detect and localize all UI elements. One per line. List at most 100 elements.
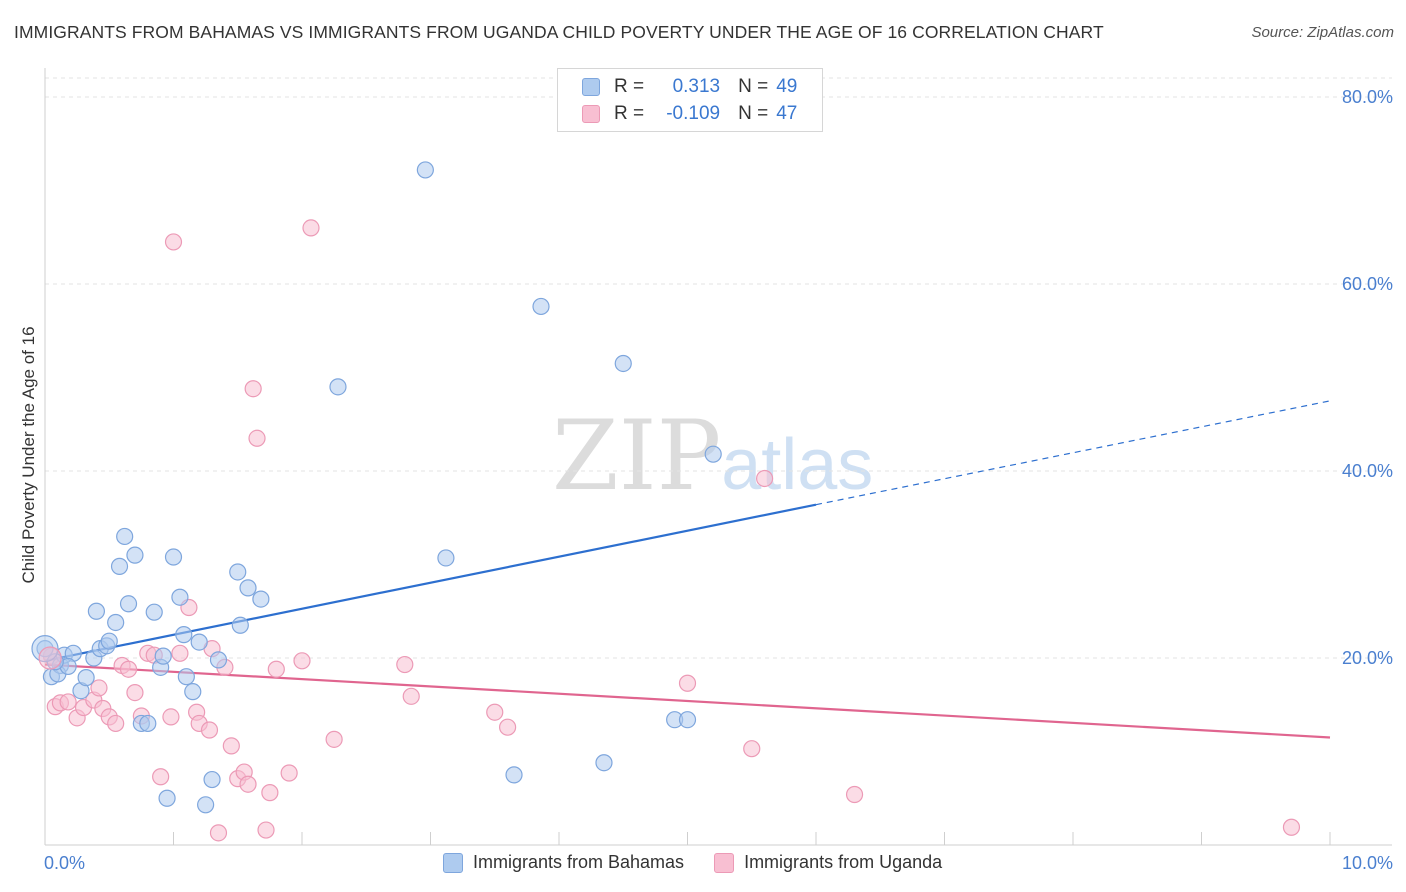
r-value: -0.109 — [666, 103, 721, 124]
r-label: R = — [614, 76, 645, 97]
n-label: N = — [738, 103, 769, 124]
trend-lines — [44, 400, 1331, 739]
r-label: R = — [614, 103, 645, 124]
legend-item-uganda[interactable]: Immigrants from Uganda — [714, 852, 942, 873]
legend-row-uganda: R = -0.109 N = 47 — [582, 102, 797, 126]
bahamas-point — [252, 590, 270, 608]
bahamas-point — [110, 557, 129, 575]
bahamas-point — [107, 613, 125, 632]
correlation-legend: R = 0.313 N = 49 R = -0.109 N = 47 — [557, 68, 823, 132]
bahamas-point — [678, 711, 697, 729]
uganda-point — [59, 693, 77, 711]
uganda-point — [499, 718, 517, 736]
bahamas-point — [197, 796, 215, 814]
uganda-point — [396, 655, 414, 674]
bahamas-point — [203, 770, 221, 789]
y-axis-title: Child Poverty Under the Age of 16 — [19, 326, 38, 583]
bahamas-point — [158, 789, 176, 807]
bahamas-point — [77, 669, 95, 687]
bahamas-point — [116, 527, 134, 546]
uganda-point — [1282, 818, 1301, 836]
bahamas-swatch — [582, 78, 600, 96]
bahamas-point — [139, 714, 157, 733]
uganda-point — [248, 429, 266, 447]
bahamas-trend-extension — [815, 400, 1331, 506]
bahamas-point — [164, 548, 183, 566]
uganda-point — [152, 768, 170, 786]
bahamas-point — [614, 354, 632, 373]
legend-label: Immigrants from Uganda — [744, 852, 943, 872]
bahamas-trend-line — [44, 503, 817, 662]
bahamas-point — [239, 579, 257, 597]
bahamas-point — [416, 161, 434, 179]
bahamas-point — [145, 603, 163, 621]
axes — [44, 68, 1392, 846]
uganda-point — [845, 785, 864, 804]
series-legend: Immigrants from Bahamas Immigrants from … — [443, 852, 972, 873]
uganda-point — [90, 679, 108, 697]
uganda-point — [755, 469, 774, 488]
bahamas-point — [437, 549, 455, 567]
x-tick-label: 10.0% — [1342, 853, 1393, 873]
uganda-point — [743, 740, 761, 758]
n-value: 49 — [776, 76, 798, 97]
uganda-point — [162, 708, 180, 726]
bahamas-point — [126, 546, 144, 564]
n-label: N = — [738, 76, 769, 97]
uganda-point — [293, 652, 311, 670]
axis-labels: 20.0% 40.0% 60.0% 80.0% 0.0% 10.0% Child Pover… — [19, 87, 1393, 873]
y-tick-label: 80.0% — [1342, 87, 1393, 107]
uganda-point — [38, 646, 62, 670]
n-value: 47 — [776, 103, 798, 124]
bahamas-point — [154, 647, 172, 665]
r-value: 0.313 — [672, 76, 721, 97]
uganda-point — [244, 380, 262, 398]
bahamas-point — [119, 595, 138, 613]
y-tick-label: 60.0% — [1342, 274, 1393, 294]
uganda-point — [325, 730, 343, 748]
bahamas-point — [175, 626, 193, 644]
bahamas-point — [190, 633, 208, 651]
uganda-point — [209, 824, 228, 842]
uganda-trend-line — [44, 663, 1331, 739]
bahamas-point — [209, 651, 228, 669]
legend-label: Immigrants from Bahamas — [473, 852, 685, 872]
bahamas-swatch — [443, 852, 463, 873]
uganda-point — [200, 721, 219, 739]
gridlines — [45, 77, 1392, 659]
uganda-point — [126, 683, 144, 702]
bahamas-point — [171, 588, 189, 606]
bahamas-point — [231, 616, 249, 634]
uganda-point — [402, 687, 420, 705]
source-credit: Source: ZipAtlas.com — [1251, 24, 1394, 41]
uganda-point — [280, 764, 298, 782]
uganda-swatch — [714, 852, 735, 873]
legend-row-bahamas: R = 0.313 N = 49 — [582, 75, 797, 99]
y-tick-label: 20.0% — [1342, 648, 1393, 668]
bahamas-point — [229, 563, 247, 581]
x-tick-label: 0.0% — [44, 853, 85, 873]
chart-title: IMMIGRANTS FROM BAHAMAS VS IMMIGRANTS FR… — [14, 22, 1104, 42]
bahamas-point — [184, 683, 202, 701]
zipatlas-watermark: ZIPatlas — [552, 400, 873, 512]
uganda-swatch — [582, 105, 600, 123]
watermark-zip: ZIP — [552, 400, 722, 512]
bahamas-point — [595, 754, 613, 772]
bahamas-point — [704, 445, 722, 463]
uganda-point — [222, 737, 240, 755]
uganda-point — [486, 703, 504, 721]
uganda-point — [107, 714, 125, 733]
watermark-atlas: atlas — [721, 425, 874, 505]
uganda-point — [239, 775, 257, 793]
bahamas-point — [329, 378, 347, 396]
uganda-point — [267, 660, 285, 678]
legend-item-bahamas[interactable]: Immigrants from Bahamas — [443, 852, 684, 873]
uganda-point — [164, 233, 183, 251]
bahamas-point — [505, 766, 523, 784]
bahamas-point — [87, 602, 106, 620]
data-points — [31, 161, 1301, 842]
uganda-point — [171, 644, 189, 662]
uganda-point — [257, 821, 275, 839]
uganda-point — [302, 219, 320, 237]
